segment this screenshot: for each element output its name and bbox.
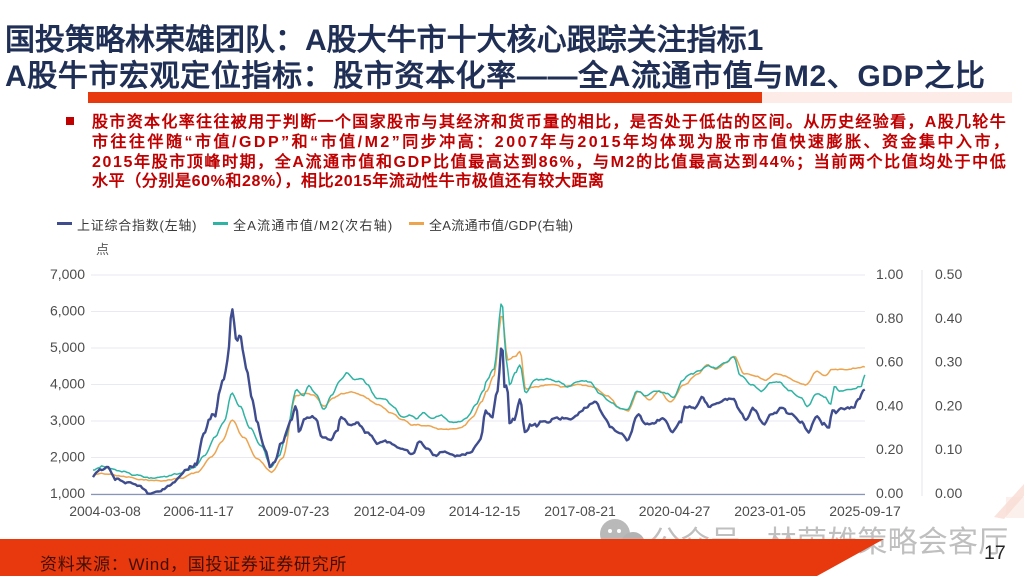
- svg-text:0.80: 0.80: [876, 310, 903, 326]
- svg-text:0.40: 0.40: [876, 397, 903, 413]
- svg-text:2006-11-17: 2006-11-17: [163, 503, 234, 519]
- svg-text:1.00: 1.00: [876, 266, 903, 282]
- svg-text:6,000: 6,000: [50, 303, 85, 319]
- svg-text:2009-07-23: 2009-07-23: [258, 503, 330, 519]
- svg-text:0.60: 0.60: [876, 354, 903, 370]
- svg-text:0.20: 0.20: [876, 441, 903, 457]
- svg-text:3,000: 3,000: [50, 412, 85, 428]
- svg-text:0.10: 0.10: [935, 441, 962, 457]
- svg-text:2014-12-15: 2014-12-15: [449, 503, 521, 519]
- svg-text:2017-08-21: 2017-08-21: [544, 503, 616, 519]
- svg-text:2004-03-08: 2004-03-08: [69, 503, 141, 519]
- svg-text:2,000: 2,000: [50, 449, 85, 465]
- svg-text:2023-01-05: 2023-01-05: [734, 503, 806, 519]
- svg-text:0.40: 0.40: [935, 310, 962, 326]
- svg-text:0.00: 0.00: [935, 485, 962, 501]
- svg-text:4,000: 4,000: [50, 376, 85, 392]
- svg-text:7,000: 7,000: [50, 266, 85, 282]
- svg-text:2012-04-09: 2012-04-09: [354, 503, 426, 519]
- svg-text:1,000: 1,000: [50, 485, 85, 501]
- svg-text:0.00: 0.00: [876, 485, 903, 501]
- svg-text:2025-09-17: 2025-09-17: [829, 503, 901, 519]
- svg-text:0.30: 0.30: [935, 354, 962, 370]
- svg-text:5,000: 5,000: [50, 339, 85, 355]
- svg-text:0.50: 0.50: [935, 266, 962, 282]
- svg-text:0.20: 0.20: [935, 397, 962, 413]
- svg-text:2020-04-27: 2020-04-27: [639, 503, 711, 519]
